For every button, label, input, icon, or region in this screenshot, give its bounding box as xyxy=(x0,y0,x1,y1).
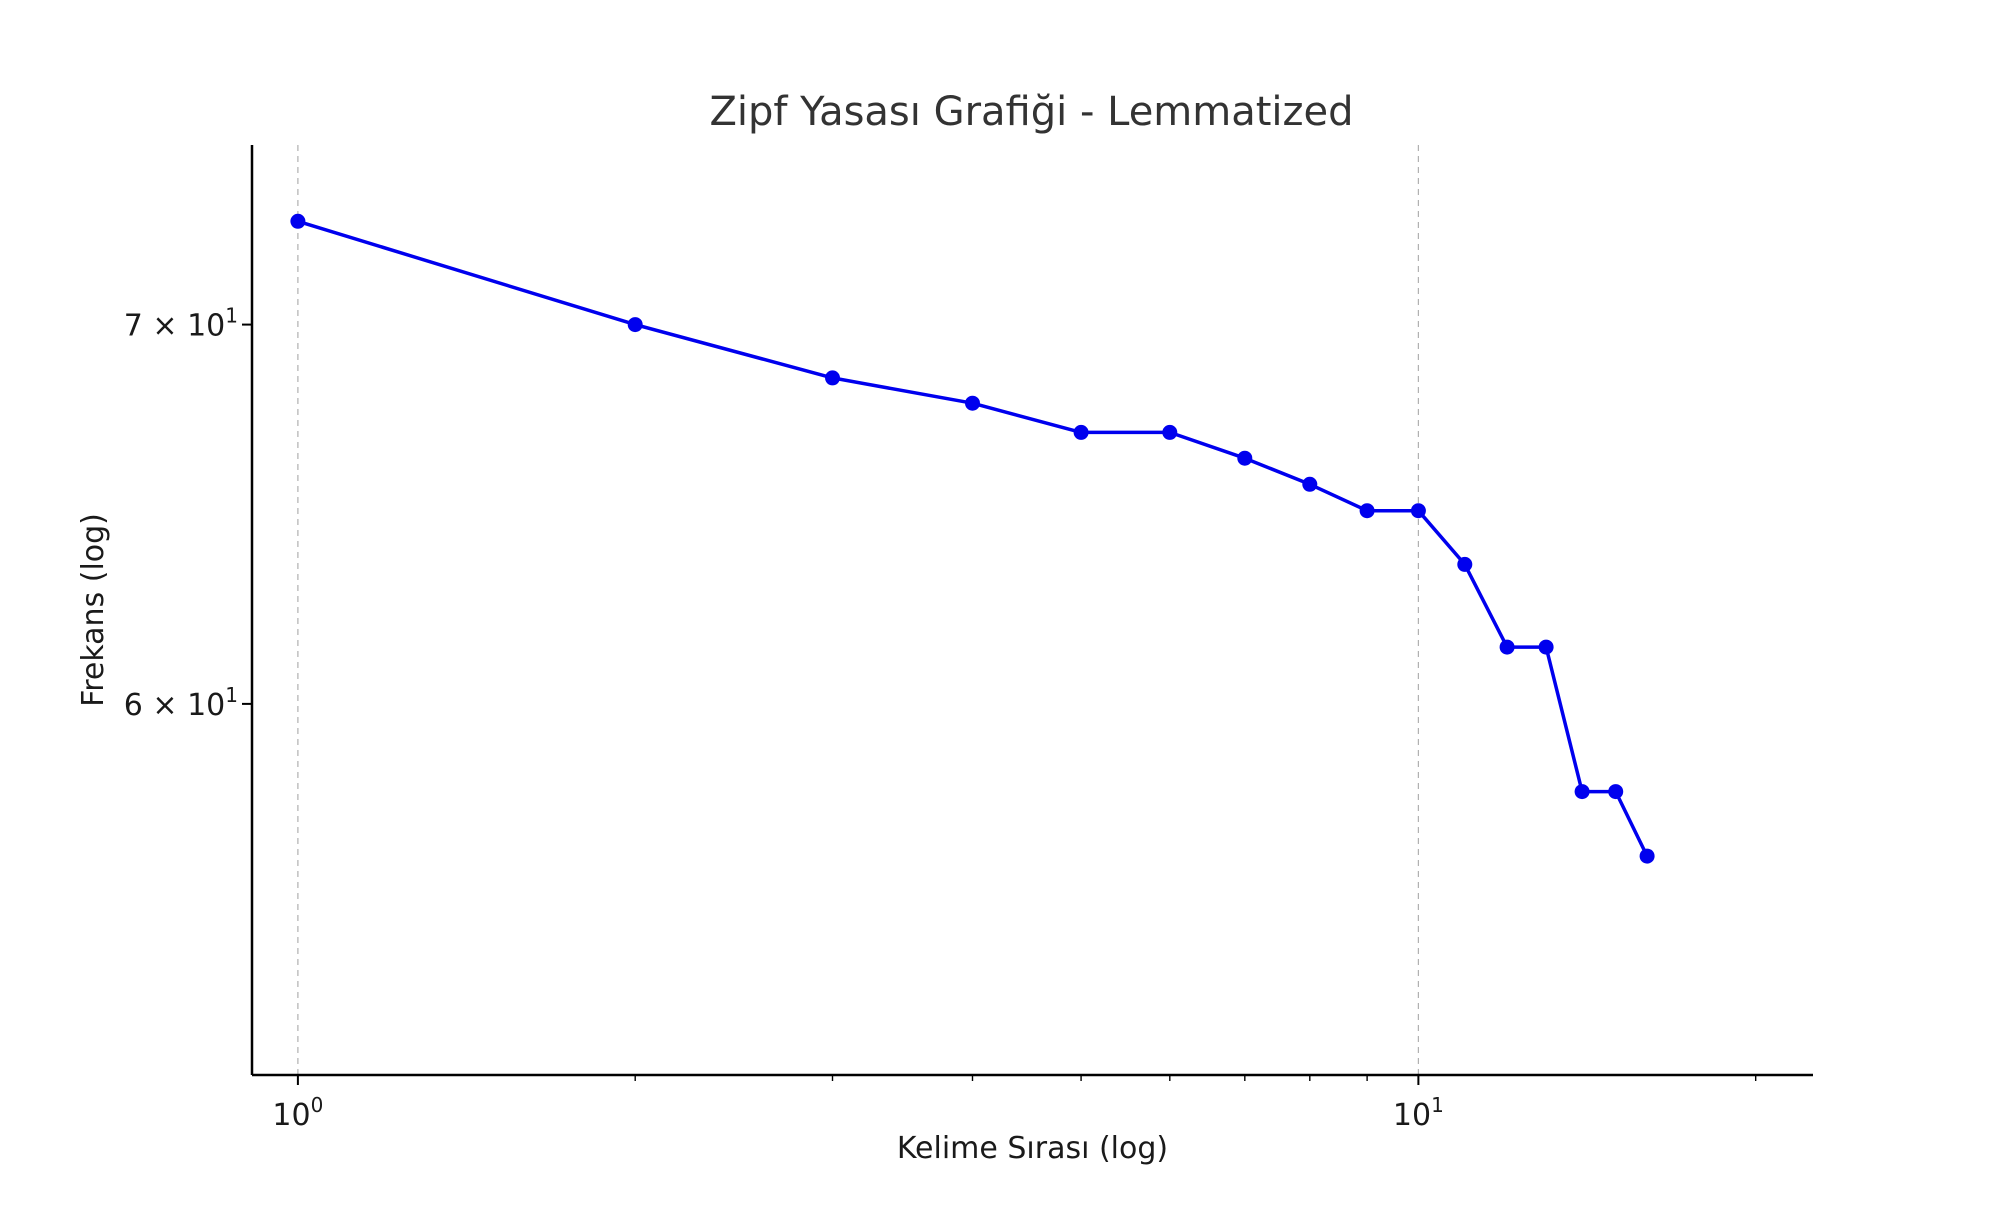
data-point-rank-16 xyxy=(1639,848,1655,864)
data-point-rank-14 xyxy=(1574,784,1590,800)
y-axis-label: Frekans (log) xyxy=(76,513,111,707)
x-tick-label: 100 xyxy=(272,1093,323,1133)
data-point-rank-10 xyxy=(1410,503,1426,519)
data-point-rank-7 xyxy=(1237,450,1253,466)
x-tick-label: 101 xyxy=(1393,1093,1444,1133)
series-layer xyxy=(290,213,1655,864)
data-point-rank-4 xyxy=(965,395,980,411)
data-point-rank-6 xyxy=(1162,424,1178,440)
data-point-rank-2 xyxy=(627,317,643,333)
grid-layer xyxy=(297,145,1419,1075)
data-point-rank-3 xyxy=(825,370,840,386)
data-point-rank-15 xyxy=(1608,784,1624,800)
ticks-layer: 100 101 7 × 101 6 × 101 xyxy=(124,304,1757,1133)
y-tick-label: 6 × 101 xyxy=(124,683,238,723)
data-point-rank-9 xyxy=(1359,503,1375,519)
data-point-rank-11 xyxy=(1457,556,1473,572)
x-axis-label: Kelime Sırası (log) xyxy=(897,1131,1168,1166)
data-point-rank-8 xyxy=(1302,476,1318,492)
data-point-rank-13 xyxy=(1538,639,1554,655)
data-point-rank-5 xyxy=(1073,424,1089,440)
y-tick-label: 7 × 101 xyxy=(124,304,238,344)
data-point-rank-1 xyxy=(290,213,306,229)
chart-title: Zipf Yasası Grafiği - Lemmatized xyxy=(709,89,1353,135)
axes-layer xyxy=(250,145,1813,1077)
data-point-rank-12 xyxy=(1499,639,1515,655)
series-line-0 xyxy=(297,219,1649,857)
